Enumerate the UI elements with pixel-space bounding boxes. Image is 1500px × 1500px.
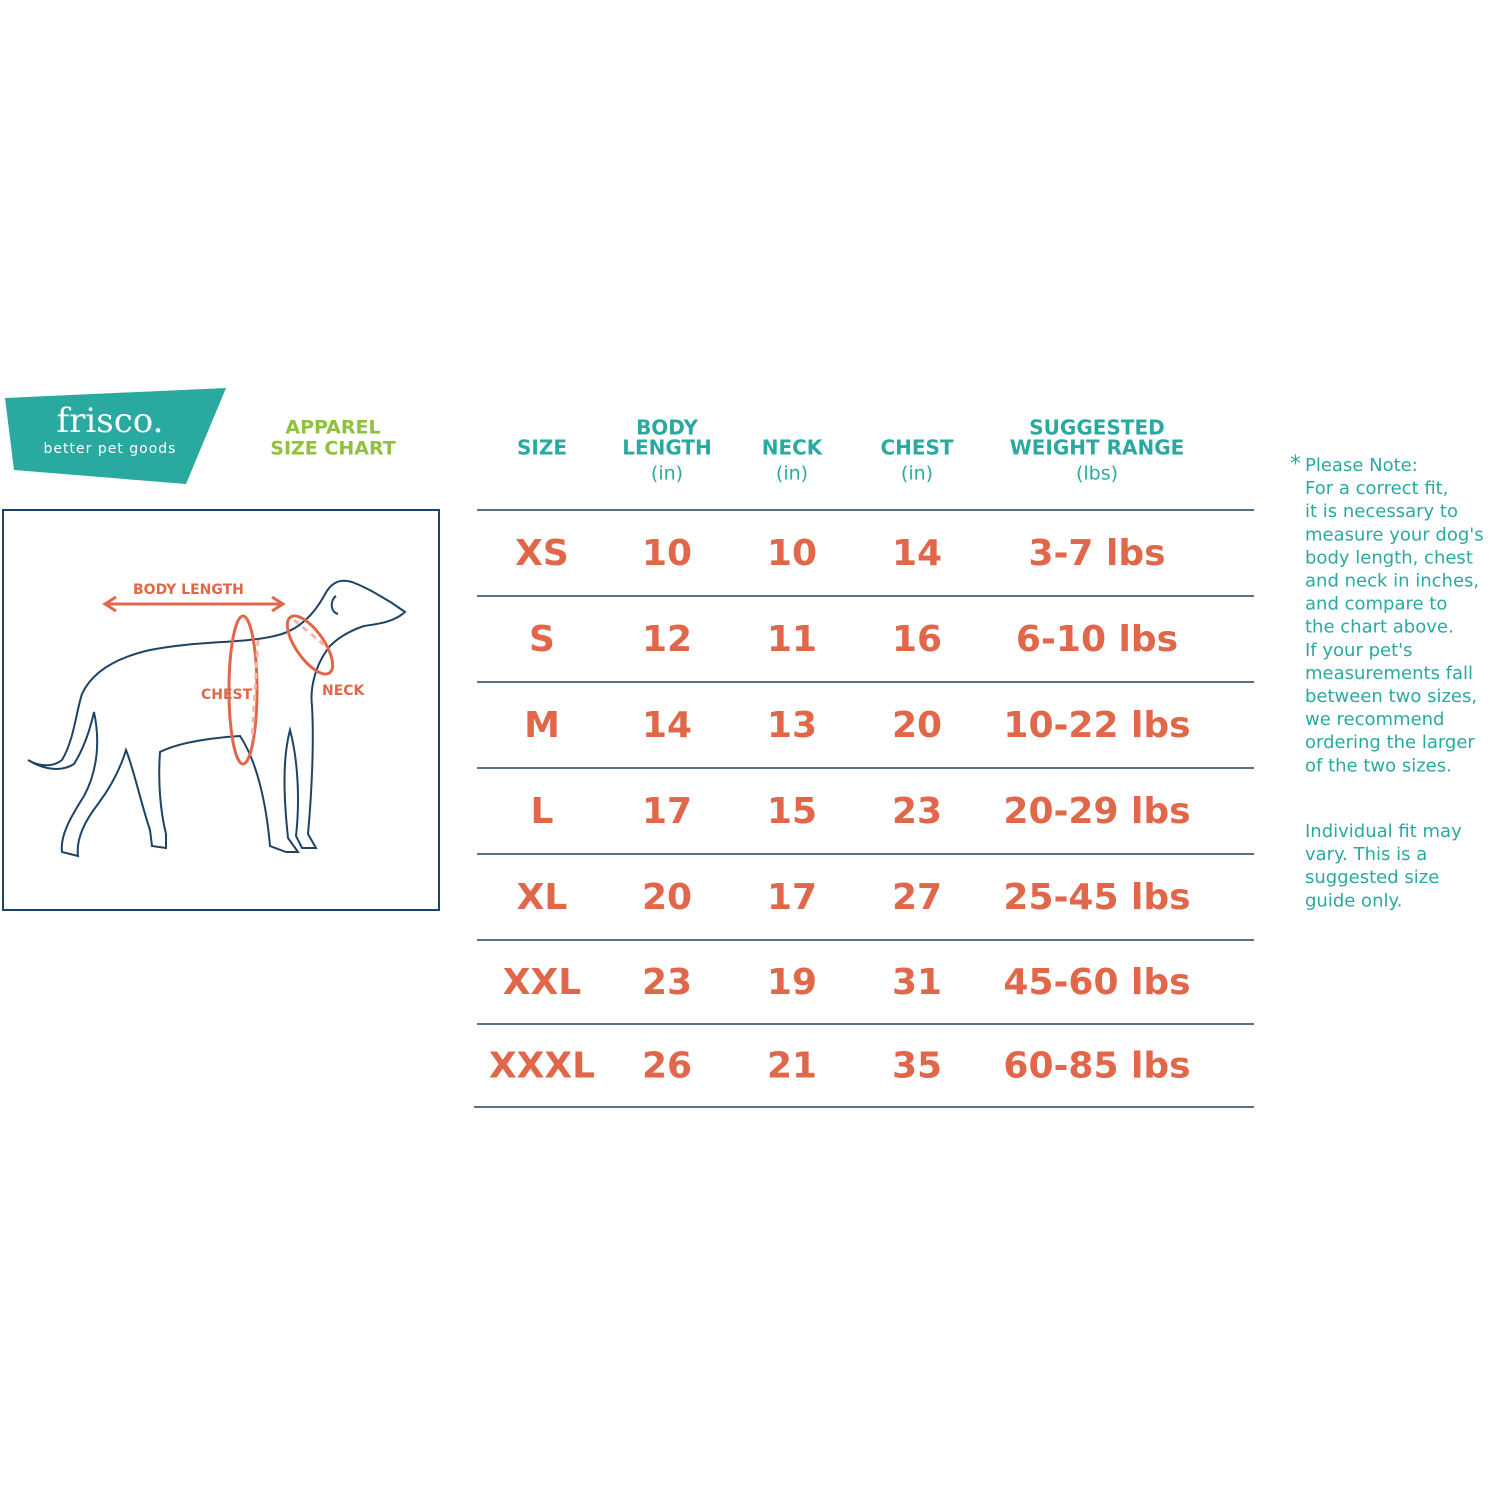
- measure-guides: [102, 595, 335, 766]
- logo-badge: [5, 388, 226, 484]
- table-cell: 12: [642, 619, 692, 660]
- note-line: and compare to: [1305, 594, 1447, 615]
- table-cell: 27: [892, 877, 942, 918]
- column-unit: (in): [901, 463, 933, 485]
- diagram-label: NECK: [322, 683, 366, 699]
- disclaimer-line: guide only.: [1305, 890, 1402, 911]
- column-header: LENGTH: [622, 436, 712, 460]
- note-line: it is necessary to: [1305, 501, 1458, 522]
- table-cell: 19: [767, 962, 817, 1003]
- table-cell: 23: [892, 791, 942, 832]
- table-cell: XXXL: [489, 1046, 595, 1087]
- table-cell: 20: [892, 705, 942, 746]
- table-cell: 21: [767, 1046, 817, 1087]
- table-cell: XS: [515, 533, 569, 574]
- table-cell: 11: [767, 619, 817, 660]
- note-asterisk: *: [1290, 452, 1301, 477]
- table-cell: 45-60 lbs: [1003, 962, 1190, 1003]
- note-line: between two sizes,: [1305, 686, 1477, 707]
- table-cell: 16: [892, 619, 942, 660]
- note-line: of the two sizes.: [1305, 755, 1452, 776]
- table-cell: 60-85 lbs: [1003, 1046, 1190, 1087]
- note-line: body length, chest: [1305, 547, 1473, 568]
- diagram-label: CHEST: [201, 687, 253, 703]
- table-cell: 35: [892, 1046, 942, 1087]
- note-line: measure your dog's: [1305, 524, 1484, 545]
- table-cell: 10-22 lbs: [1003, 705, 1190, 746]
- column-unit: (in): [651, 463, 683, 485]
- table-cell: 26: [642, 1046, 692, 1087]
- table-cell: 31: [892, 962, 942, 1003]
- column-header: CHEST: [880, 436, 953, 460]
- table-cell: 17: [642, 791, 692, 832]
- diagram-label: BODY LENGTH: [133, 582, 244, 598]
- note-block: * Please Note:For a correct fit,it is nec…: [1290, 452, 1484, 911]
- table-cell: 23: [642, 962, 692, 1003]
- table-cell: 14: [642, 705, 692, 746]
- table-cell: 17: [767, 877, 817, 918]
- note-line: and neck in inches,: [1305, 571, 1479, 592]
- table-cell: 10: [642, 533, 692, 574]
- diagram-frame: [2, 509, 440, 911]
- disclaimer-line: suggested size: [1305, 867, 1439, 888]
- table-cell: 10: [767, 533, 817, 574]
- note-line: measurements fall: [1305, 663, 1473, 684]
- table-cell: 25-45 lbs: [1003, 877, 1190, 918]
- table-cell: XL: [517, 877, 568, 918]
- disclaimer-line: Individual fit may: [1305, 821, 1462, 842]
- table-cell: 15: [767, 791, 817, 832]
- title-line: SIZE CHART: [270, 438, 395, 460]
- note-line: If your pet's: [1305, 640, 1412, 661]
- table-cell: 20-29 lbs: [1003, 791, 1190, 832]
- table-cell: 3-7 lbs: [1028, 533, 1165, 574]
- disclaimer-line: vary. This is a: [1305, 844, 1427, 865]
- column-header: BODY: [636, 416, 698, 440]
- table-cell: S: [529, 619, 555, 660]
- column-header: SIZE: [517, 436, 567, 460]
- column-header: SUGGESTED: [1029, 416, 1164, 440]
- column-unit: (lbs): [1076, 463, 1118, 485]
- note-line: Please Note:: [1305, 455, 1418, 476]
- note-line: For a correct fit,: [1305, 478, 1448, 499]
- table-cell: 13: [767, 705, 817, 746]
- column-header: NECK: [762, 436, 824, 460]
- table-cell: XXL: [503, 962, 581, 1003]
- brand-tagline: better pet goods: [44, 441, 177, 457]
- table-cell: 20: [642, 877, 692, 918]
- table-cell: M: [524, 705, 560, 746]
- column-unit: (in): [776, 463, 808, 485]
- dog-outline: [27, 579, 407, 858]
- note-line: the chart above.: [1305, 617, 1454, 638]
- table-cell: L: [531, 791, 554, 832]
- table-cell: 14: [892, 533, 942, 574]
- column-header: WEIGHT RANGE: [1010, 436, 1185, 460]
- note-line: ordering the larger: [1305, 732, 1475, 753]
- note-line: we recommend: [1305, 709, 1444, 730]
- title-line: APPAREL: [285, 417, 380, 439]
- brand-name: frisco.: [57, 401, 164, 441]
- table-cell: 6-10 lbs: [1016, 619, 1178, 660]
